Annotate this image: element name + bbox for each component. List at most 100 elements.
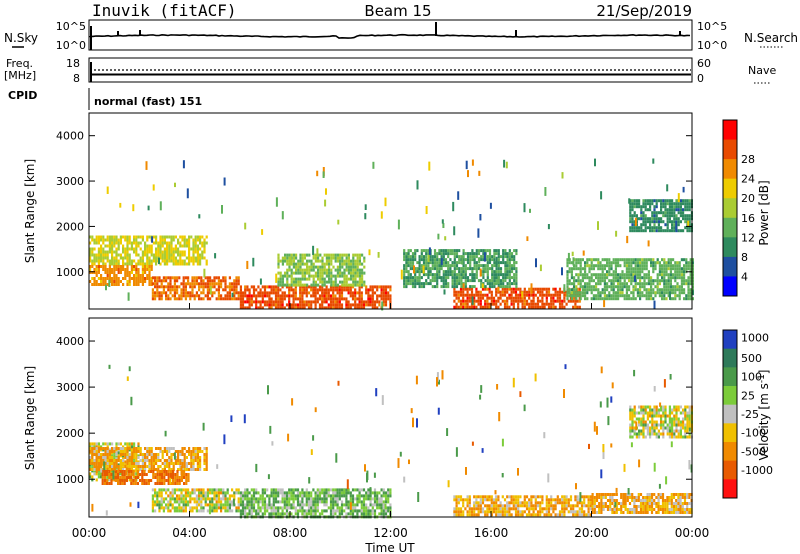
heatmap-cell [384, 291, 388, 295]
heatmap-cell [206, 285, 209, 289]
heatmap-cell [444, 252, 448, 256]
heatmap-cell [133, 265, 136, 268]
heatmap-cell [358, 488, 361, 492]
heatmap-cell [290, 303, 293, 307]
heatmap-cell [345, 280, 348, 284]
heatmap-cell [499, 296, 502, 300]
heatmap-cell [285, 503, 289, 507]
heatmap-cell [479, 305, 482, 309]
heatmap-cell [652, 158, 655, 164]
heatmap-cell [155, 456, 158, 459]
heatmap-cell [411, 285, 415, 289]
heatmap-cell [647, 297, 650, 301]
heatmap-cell [451, 249, 454, 253]
heatmap-cell [307, 503, 311, 507]
heatmap-cell [193, 276, 196, 280]
heatmap-cell [312, 245, 315, 255]
heatmap-cell [130, 479, 133, 482]
heatmap-cell [409, 255, 412, 259]
heatmap-cell [449, 267, 452, 271]
heatmap-cell [133, 238, 136, 242]
heatmap-cell [310, 283, 313, 287]
heatmap-cell [200, 279, 203, 283]
heatmap-cell [332, 291, 335, 295]
heatmap-cell [336, 256, 339, 260]
heatmap-cell [351, 494, 355, 498]
heatmap-cell [329, 494, 333, 498]
heatmap-cell [440, 276, 443, 280]
heatmap-cell [669, 279, 672, 283]
heatmap-cell [688, 214, 691, 218]
heatmap-cell [464, 252, 467, 256]
heatmap-cell [89, 462, 92, 465]
heatmap-cell [686, 214, 689, 218]
heatmap-cell [460, 285, 463, 289]
heatmap-cell [336, 494, 339, 498]
heatmap-cell [301, 509, 304, 513]
heatmap-cell [241, 303, 245, 307]
heatmap-cell [255, 488, 258, 492]
heatmap-cell [453, 293, 456, 297]
heatmap-cell [329, 512, 333, 516]
heatmap-cell [108, 482, 111, 485]
heatmap-cell [550, 305, 553, 309]
heatmap-cell [174, 479, 177, 482]
heatmap-cell [312, 265, 315, 269]
heatmap-cell [504, 252, 507, 256]
heatmap-cell [416, 270, 419, 274]
heatmap-cell [502, 255, 505, 259]
heatmap-cell [220, 282, 223, 286]
heatmap-cell [97, 465, 100, 468]
heatmap-cell [126, 244, 129, 248]
heatmap-cell [669, 291, 671, 300]
heatmap-cell [294, 306, 297, 310]
heatmap-cell [457, 293, 460, 297]
heatmap-cell [222, 497, 225, 501]
heatmap-cell [655, 211, 658, 215]
heatmap-cell [465, 160, 468, 170]
heatmap-cell [339, 259, 342, 263]
heatmap-cell [654, 267, 657, 271]
heatmap-cell [478, 257, 481, 264]
heatmap-cell [195, 256, 198, 263]
heatmap-cell [125, 479, 128, 482]
heatmap-cell [671, 214, 674, 218]
heatmap-cell [646, 220, 649, 224]
heatmap-cell [146, 274, 149, 277]
heatmap-cell [495, 282, 498, 286]
heatmap-cell [161, 256, 164, 260]
heatmap-cell [100, 475, 103, 479]
heatmap-cell [532, 299, 535, 303]
heatmap-cell [575, 261, 578, 265]
heatmap-cell [647, 288, 650, 292]
heatmap-cell [584, 291, 587, 295]
heatmap-cell [352, 253, 355, 257]
heatmap-cell [652, 267, 655, 271]
heatmap-cell [196, 453, 199, 456]
heatmap-cell [411, 279, 415, 283]
heatmap-cell [182, 285, 185, 289]
heatmap-cell [566, 297, 569, 301]
heatmap-cell [577, 267, 580, 271]
heatmap-cell [162, 276, 165, 280]
heatmap-cell [146, 447, 149, 450]
heatmap-cell [575, 285, 578, 289]
heatmap-cell [680, 267, 683, 271]
heatmap-cell [623, 294, 626, 298]
heatmap-cell [325, 291, 328, 295]
heatmap-cell [179, 241, 182, 245]
heatmap-cell [97, 259, 100, 263]
heatmap-cell [270, 285, 273, 289]
heatmap-cell [192, 253, 195, 257]
heatmap-cell [513, 273, 516, 277]
heatmap-cell [205, 447, 208, 450]
heatmap-cell [310, 265, 313, 269]
heatmap-cell [195, 294, 198, 298]
heatmap-cell [556, 299, 559, 303]
heatmap-cell [117, 277, 120, 280]
heatmap-cell [411, 261, 415, 265]
heatmap-cell [159, 253, 162, 257]
heatmap-cell [351, 303, 355, 307]
heatmap-cell [651, 217, 654, 221]
